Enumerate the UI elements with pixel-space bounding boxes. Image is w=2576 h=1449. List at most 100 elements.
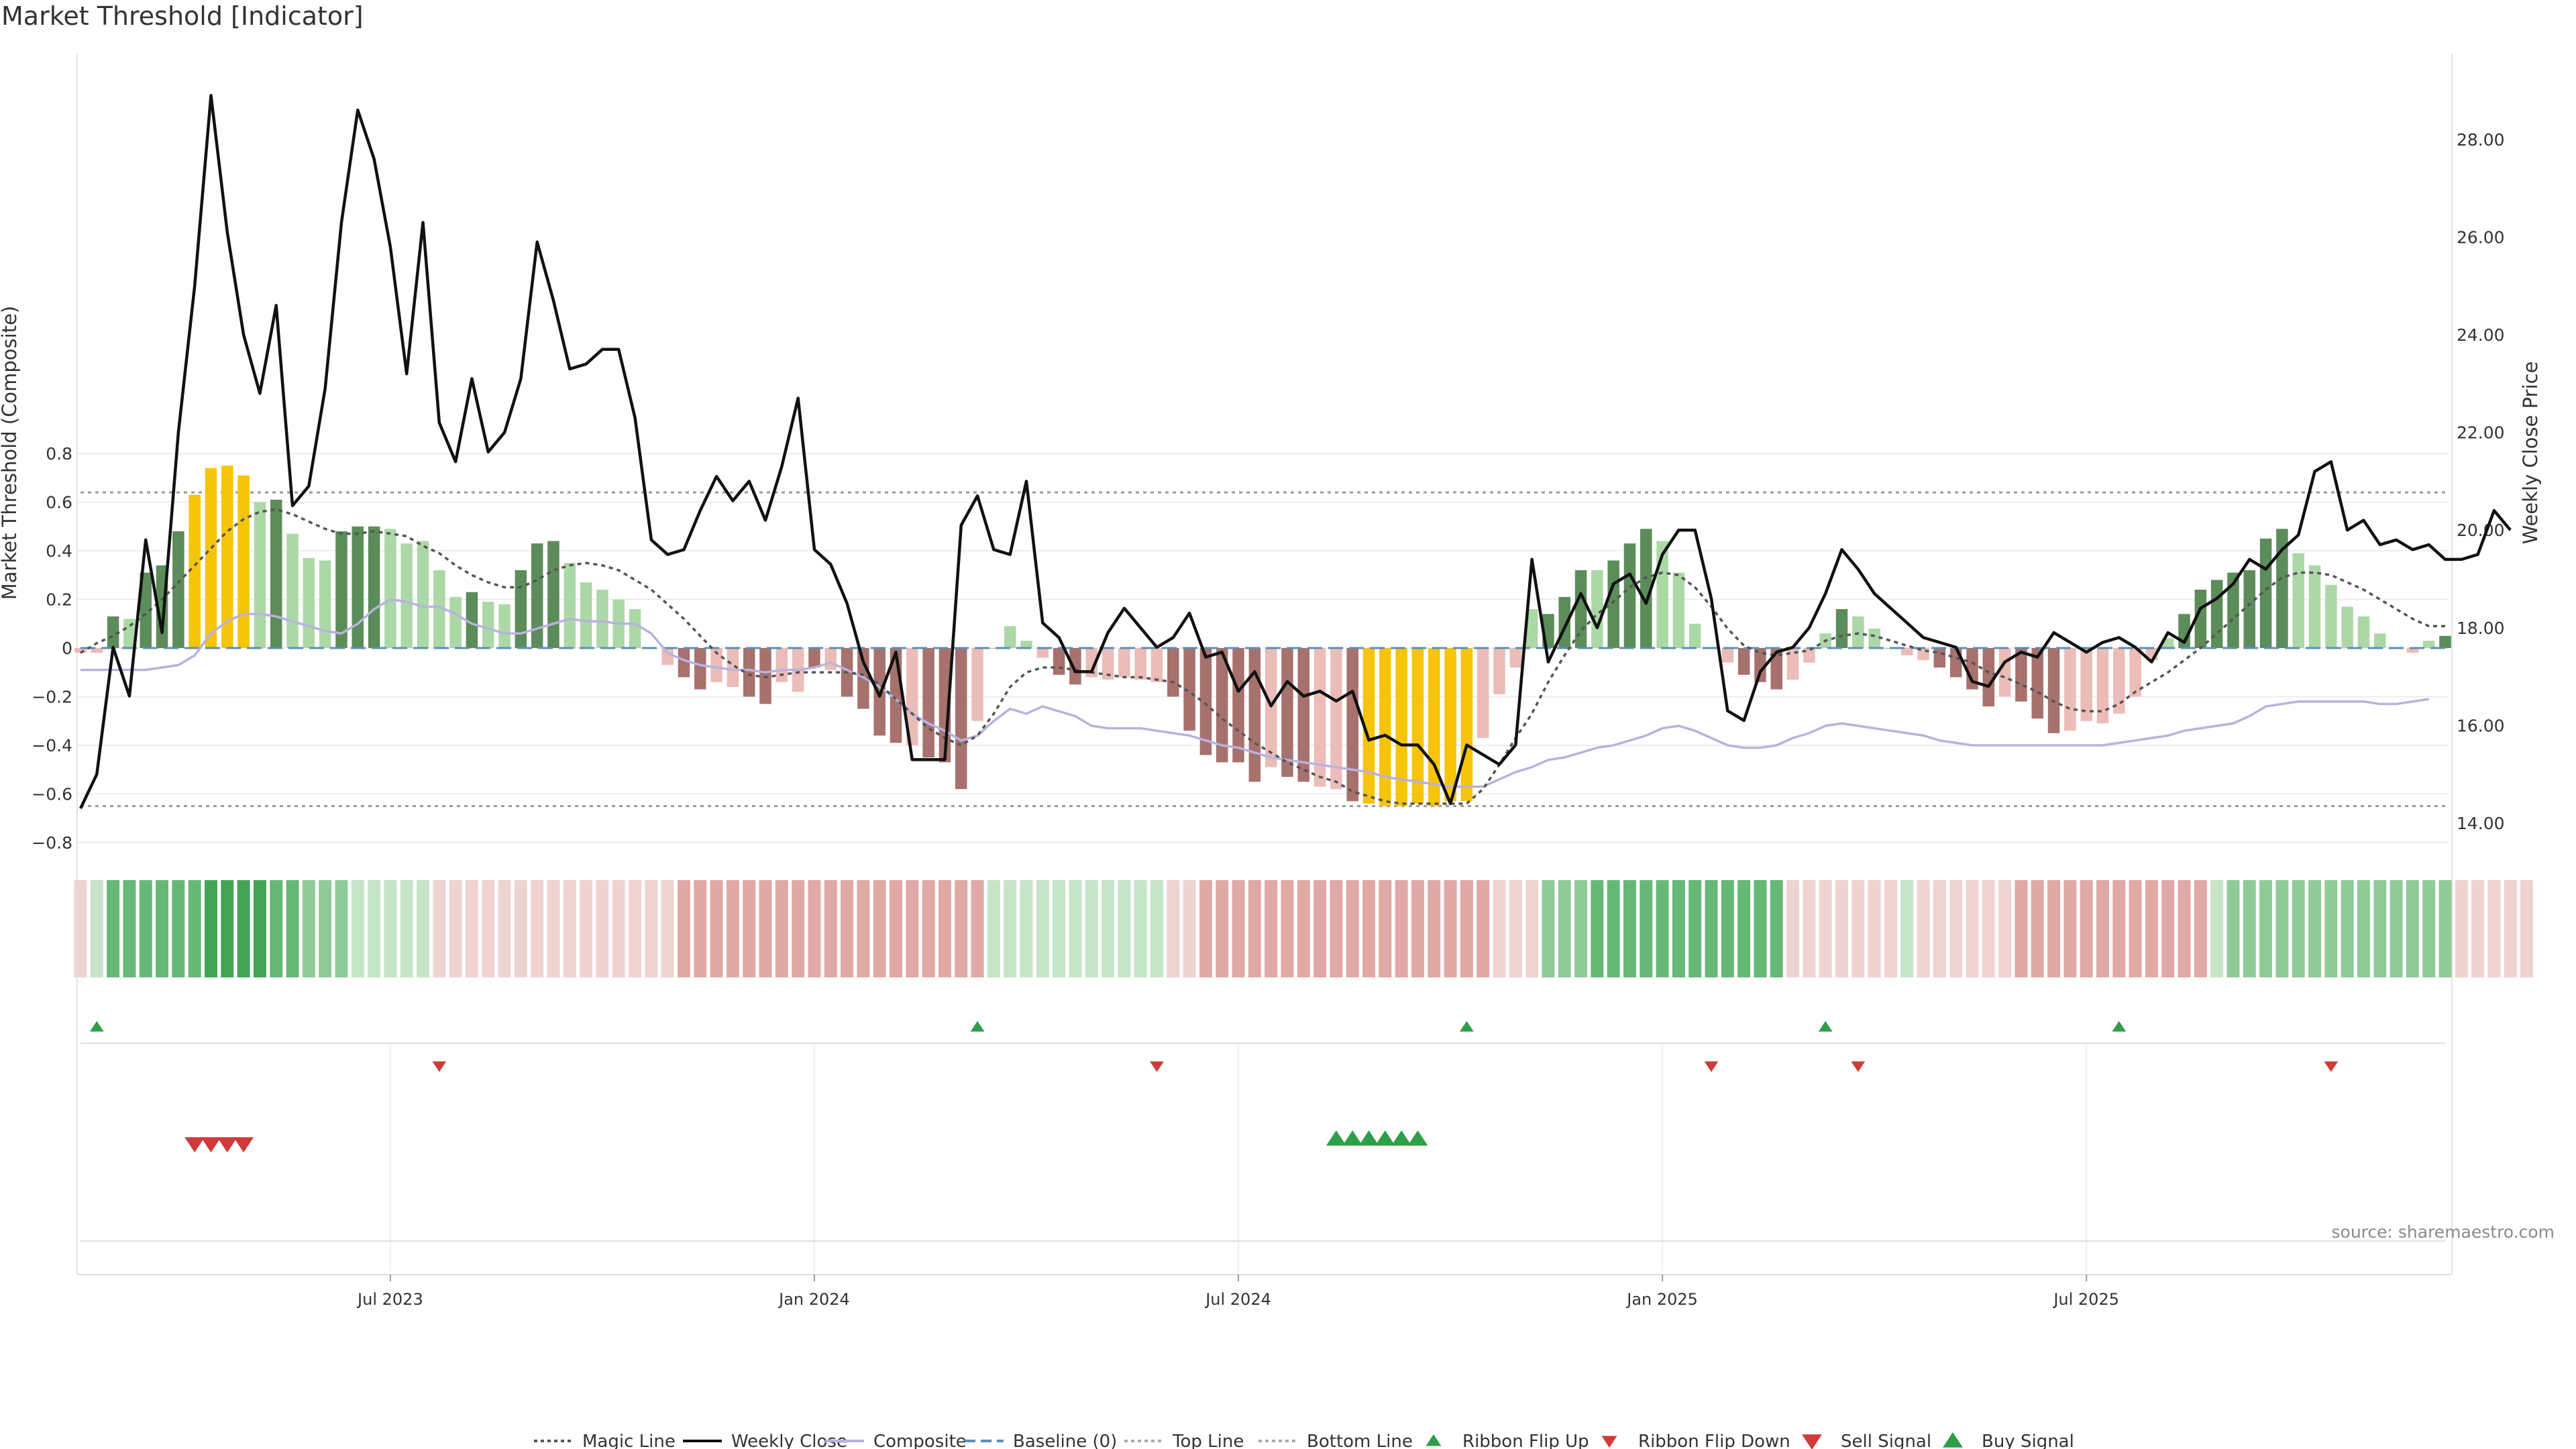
- ribbon-cell: [2487, 880, 2501, 977]
- ribbon-cell: [482, 880, 495, 977]
- ribbon-cell: [1770, 880, 1783, 977]
- legend-item: Composite: [825, 1432, 967, 1449]
- composite-bar: [1868, 629, 1880, 648]
- source-attribution: source: sharemaestro.com: [2331, 1222, 2555, 1242]
- composite-bar: [482, 602, 494, 648]
- ribbon-cell: [465, 880, 478, 977]
- composite-bar: [987, 648, 1000, 649]
- composite-bar: [515, 570, 527, 648]
- ribbon-cell: [1509, 880, 1522, 977]
- composite-bar: [466, 592, 478, 648]
- buy-signal-marker: [1375, 1130, 1395, 1146]
- composite-bar: [205, 468, 217, 648]
- ribbon-cell: [824, 880, 837, 977]
- composite-bar: [2357, 616, 2370, 648]
- ribbon-cell: [1737, 880, 1751, 977]
- composite-bar: [2080, 648, 2092, 721]
- composite-bar: [1362, 648, 1375, 804]
- y2-tick-label: 26.00: [2457, 227, 2505, 247]
- composite-bar: [1640, 529, 1652, 648]
- composite-bar: [1754, 648, 1766, 682]
- ribbon-cell: [90, 880, 103, 977]
- composite-bar: [2015, 648, 2027, 702]
- ribbon-cell: [759, 880, 772, 977]
- ribbon-cell: [433, 880, 446, 977]
- ribbon-cell: [498, 880, 511, 977]
- composite-bar: [580, 582, 592, 648]
- ribbon-cell: [841, 880, 854, 977]
- ribbon-cell: [156, 880, 169, 977]
- ribbon-flip-up-marker: [970, 1021, 985, 1032]
- ribbon-cell: [1819, 880, 1832, 977]
- composite-bar: [694, 648, 706, 690]
- y-axis-label: Market Threshold (Composite): [0, 306, 21, 600]
- ribbon-cell: [107, 880, 120, 977]
- y-tick-label: −0.8: [32, 833, 72, 853]
- ribbon-cell: [286, 880, 299, 977]
- ribbon-cell: [302, 880, 315, 977]
- ribbon-cell: [1297, 880, 1310, 977]
- ribbon-flip-up-marker: [1818, 1021, 1833, 1032]
- composite-bar: [1069, 648, 1081, 685]
- composite-bar: [1313, 648, 1326, 787]
- ribbon-cell: [1868, 880, 1881, 977]
- ribbon-cell: [1477, 880, 1490, 977]
- composite-bar: [1672, 572, 1685, 648]
- composite-bar: [1835, 609, 1848, 648]
- ribbon-cell: [2275, 880, 2289, 977]
- buy-signal-marker: [1358, 1130, 1379, 1146]
- composite-bar: [1933, 648, 1946, 667]
- ribbon-cell: [726, 880, 739, 977]
- composite-bar: [2308, 565, 2321, 648]
- composite-bar: [384, 529, 396, 648]
- ribbon-cell: [938, 880, 951, 977]
- composite-bar: [971, 648, 983, 721]
- legend-swatch: [1802, 1434, 1822, 1449]
- composite-bar: [1591, 570, 1603, 648]
- composite-bar: [107, 616, 119, 648]
- ribbon-cell: [123, 880, 136, 977]
- composite-bar: [1852, 616, 1864, 648]
- ribbon-cell: [1884, 880, 1897, 977]
- ribbon-cell: [1330, 880, 1343, 977]
- composite-bar: [1150, 648, 1163, 682]
- ribbon-cell: [2015, 880, 2028, 977]
- composite-bar: [727, 648, 739, 687]
- ribbon-cell: [2373, 880, 2387, 977]
- composite-bar: [189, 494, 201, 648]
- ribbon-cell: [2504, 880, 2517, 977]
- composite-bar: [531, 543, 543, 648]
- ribbon-cell: [2455, 880, 2468, 977]
- ribbon-cell: [1998, 880, 2012, 977]
- ribbon-cell: [1020, 880, 1033, 977]
- legend-label: Composite: [873, 1432, 967, 1449]
- ribbon-cell: [1428, 880, 1441, 977]
- composite-bar: [1216, 648, 1228, 763]
- composite-bar: [303, 557, 315, 648]
- ribbon-cell: [1248, 880, 1261, 977]
- y2-tick-label: 20.00: [2457, 521, 2505, 540]
- ribbon-cell: [2341, 880, 2354, 977]
- ribbon-cell: [1623, 880, 1636, 977]
- composite-bar: [1444, 648, 1456, 802]
- ribbon-cell: [1607, 880, 1620, 977]
- composite-bar: [1737, 648, 1750, 675]
- ribbon-cell: [1004, 880, 1017, 977]
- composite-bar: [824, 648, 837, 670]
- ribbon-cell: [694, 880, 707, 977]
- ribbon-cell: [2161, 880, 2175, 977]
- buy-signal-marker: [1326, 1130, 1346, 1146]
- ribbon-cell: [221, 880, 234, 977]
- ribbon-cell: [2031, 880, 2044, 977]
- ribbon-cell: [1183, 880, 1196, 977]
- composite-bar: [368, 526, 380, 648]
- ribbon-cell: [2112, 880, 2126, 977]
- ribbon-cell: [384, 880, 397, 977]
- ribbon-cell: [1966, 880, 1979, 977]
- ribbon-cell: [1558, 880, 1571, 977]
- composite-bar: [449, 596, 462, 648]
- ribbon-cell: [172, 880, 185, 977]
- ribbon-cell: [1313, 880, 1327, 977]
- ribbon-cell: [514, 880, 527, 977]
